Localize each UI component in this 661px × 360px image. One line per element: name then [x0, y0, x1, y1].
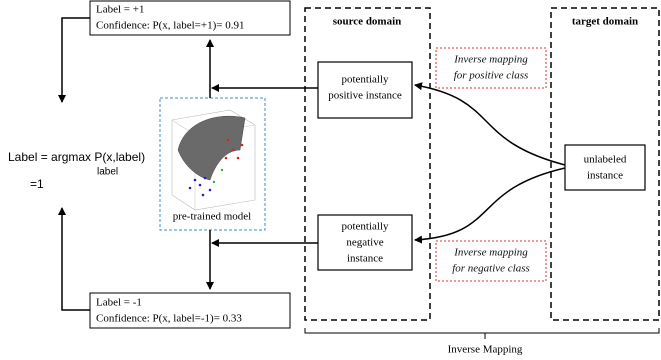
top-label: Label = +1	[96, 4, 144, 16]
arrow	[62, 18, 90, 102]
positive-instance-text: positive instance	[328, 90, 402, 102]
negative-mapping-text: for negative class	[452, 263, 530, 275]
positive-mapping-text: for positive class	[454, 70, 529, 82]
bottom-confidence: Confidence: P(x, label=-1)= 0.33	[96, 313, 242, 325]
negative-instance-text: potentially	[341, 221, 389, 233]
diagram: Label = +1 Confidence: P(x, label=+1)= 0…	[0, 0, 661, 360]
bottom-label: Label = -1	[96, 297, 142, 309]
unlabeled-instance-text: instance	[587, 170, 623, 182]
formula-subscript: label	[97, 167, 118, 178]
source-domain-box	[305, 8, 430, 320]
brace	[305, 328, 659, 333]
model-label: pre-trained model	[173, 211, 252, 223]
top-confidence: Confidence: P(x, label=+1)= 0.91	[96, 20, 244, 32]
formula: Label = argmax P(x,label)	[8, 150, 145, 164]
unlabeled-instance-box	[565, 145, 645, 190]
mapping-curve	[415, 85, 565, 165]
positive-mapping-text: Inverse mapping	[453, 54, 528, 66]
negative-instance-text: instance	[347, 253, 383, 265]
unlabeled-instance-text: unlabeled	[584, 154, 627, 166]
mapping-curve	[415, 168, 565, 240]
negative-instance-text: negative	[346, 237, 383, 249]
target-domain-title: target domain	[572, 16, 638, 28]
positive-instance-text: potentially	[341, 74, 389, 86]
source-domain-title: source domain	[333, 16, 402, 28]
negative-mapping-text: Inverse mapping	[453, 247, 528, 259]
footer-label: Inverse Mapping	[448, 344, 523, 356]
formula-result: =1	[30, 177, 44, 191]
arrow	[62, 208, 90, 310]
